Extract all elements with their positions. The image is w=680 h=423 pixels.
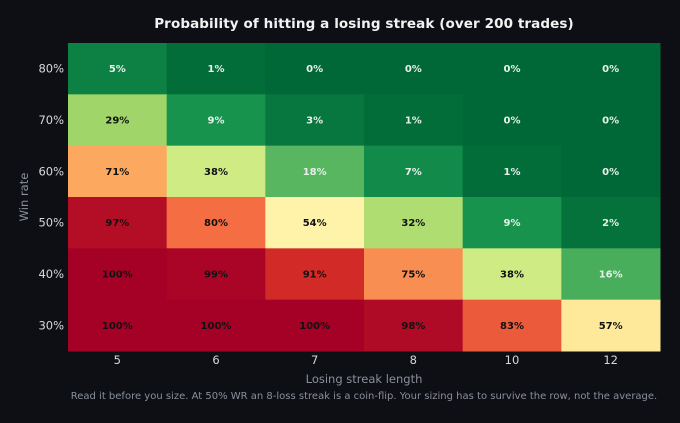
heatmap-cell-label: 3% xyxy=(306,116,323,127)
heatmap-cell xyxy=(68,299,168,352)
heatmap-cell-label: 75% xyxy=(401,270,425,281)
y-axis-ticks: 80% 70% 60% 50% 40% 30% xyxy=(38,62,64,333)
heatmap-cell xyxy=(462,248,562,301)
heatmap-cell-label: 100% xyxy=(102,270,133,281)
heatmap-cell xyxy=(462,43,562,95)
heatmap-cell-label: 9% xyxy=(208,116,225,127)
heatmap-cell xyxy=(265,145,365,198)
heatmap-cell xyxy=(364,43,464,95)
heatmap-cell-label: 0% xyxy=(602,167,619,178)
heatmap-cell xyxy=(462,94,562,147)
heatmap-cell xyxy=(462,197,562,249)
heatmap-cell-label: 18% xyxy=(303,167,327,178)
x-tick-label: 8 xyxy=(410,353,417,367)
heatmap-cell xyxy=(68,94,168,147)
heatmap-cell-label: 0% xyxy=(602,116,619,127)
heatmap-cell xyxy=(166,145,266,198)
heatmap-cell-label: 71% xyxy=(105,167,129,178)
heatmap-cell-label: 16% xyxy=(599,270,623,281)
heatmap-cell-label: 97% xyxy=(105,218,129,229)
heatmap-cell-label: 54% xyxy=(303,218,327,229)
y-tick-label: 40% xyxy=(38,267,64,281)
heatmap-cell xyxy=(561,197,661,249)
heatmap-cell xyxy=(166,248,266,301)
heatmap-cell xyxy=(68,197,168,249)
y-tick-label: 80% xyxy=(38,62,64,76)
heatmap-cell xyxy=(265,197,365,249)
heatmap-cell xyxy=(265,43,365,95)
heatmap-cell-label: 83% xyxy=(500,321,524,332)
heatmap-cell xyxy=(68,43,168,95)
heatmap-cell xyxy=(364,145,464,198)
heatmap-cell-label: 100% xyxy=(299,321,330,332)
footnote: Read it before you size. At 50% WR an 8-… xyxy=(70,391,658,402)
x-tick-label: 5 xyxy=(114,353,121,367)
heatmap-cell xyxy=(166,94,266,147)
y-tick-label: 30% xyxy=(38,318,64,332)
heatmap-cell xyxy=(561,94,661,147)
x-tick-label: 6 xyxy=(212,353,219,367)
heatmap-cell-label: 98% xyxy=(401,321,425,332)
heatmap-cell-label: 0% xyxy=(504,116,521,127)
heatmap-cell xyxy=(462,145,562,198)
heatmap-cell xyxy=(68,248,168,301)
chart-title: Probability of hitting a losing streak (… xyxy=(154,16,574,32)
y-axis-title: Win rate xyxy=(17,173,31,222)
heatmap-cell-label: 100% xyxy=(102,321,133,332)
heatmap-cell-label: 57% xyxy=(599,321,623,332)
heatmap-cell-label: 0% xyxy=(405,64,422,75)
heatmap-cells xyxy=(68,43,661,352)
heatmap-cell xyxy=(561,299,661,352)
heatmap-cell-label: 29% xyxy=(105,116,129,127)
heatmap-cell-label: 9% xyxy=(504,218,521,229)
heatmap-cell-label: 100% xyxy=(201,321,232,332)
x-tick-label: 12 xyxy=(603,353,618,367)
heatmap-cell-label: 32% xyxy=(401,218,425,229)
x-axis-title: Losing streak length xyxy=(306,372,423,386)
heatmap-cell xyxy=(166,197,266,249)
heatmap-cell xyxy=(265,94,365,147)
heatmap-cell-label: 1% xyxy=(504,167,521,178)
heatmap-cell xyxy=(364,94,464,147)
heatmap-cell xyxy=(364,248,464,301)
heatmap-cell-label: 7% xyxy=(405,167,422,178)
heatmap-cell-label: 80% xyxy=(204,218,228,229)
heatmap-cell xyxy=(462,299,562,352)
heatmap-cell xyxy=(364,299,464,352)
heatmap-cell xyxy=(561,248,661,301)
heatmap-cell-label: 0% xyxy=(602,64,619,75)
x-tick-label: 10 xyxy=(505,353,520,367)
x-tick-label: 7 xyxy=(311,353,318,367)
heatmap-cell xyxy=(166,299,266,352)
heatmap-cell-label: 38% xyxy=(500,270,524,281)
heatmap-cell-labels: 5% 1% 0% 0% 0% 0% 29% 9% 3% 1% 0% 0% 71% 38% 18% 7% 1% 0%… xyxy=(102,64,623,332)
heatmap-cell xyxy=(68,145,168,198)
heatmap-cell xyxy=(364,197,464,249)
heatmap-cell-label: 1% xyxy=(208,64,225,75)
heatmap-cell xyxy=(561,145,661,198)
heatmap-cell-label: 99% xyxy=(204,270,228,281)
heatmap-cell-label: 0% xyxy=(504,64,521,75)
heatmap-cell-label: 1% xyxy=(405,116,422,127)
heatmap-cell xyxy=(265,248,365,301)
heatmap-cell xyxy=(561,43,661,95)
heatmap-cell xyxy=(265,299,365,352)
heatmap-cell-label: 2% xyxy=(602,218,619,229)
y-tick-label: 60% xyxy=(38,164,64,178)
y-tick-label: 70% xyxy=(38,113,64,127)
y-tick-label: 50% xyxy=(38,216,64,230)
x-axis-ticks: 5 6 7 8 10 12 xyxy=(114,353,618,367)
heatmap-cell-label: 0% xyxy=(306,64,323,75)
heatmap-cell xyxy=(166,43,266,95)
heatmap-cell-label: 38% xyxy=(204,167,228,178)
heatmap-cell-label: 91% xyxy=(303,270,327,281)
heatmap-cell-label: 5% xyxy=(109,64,126,75)
